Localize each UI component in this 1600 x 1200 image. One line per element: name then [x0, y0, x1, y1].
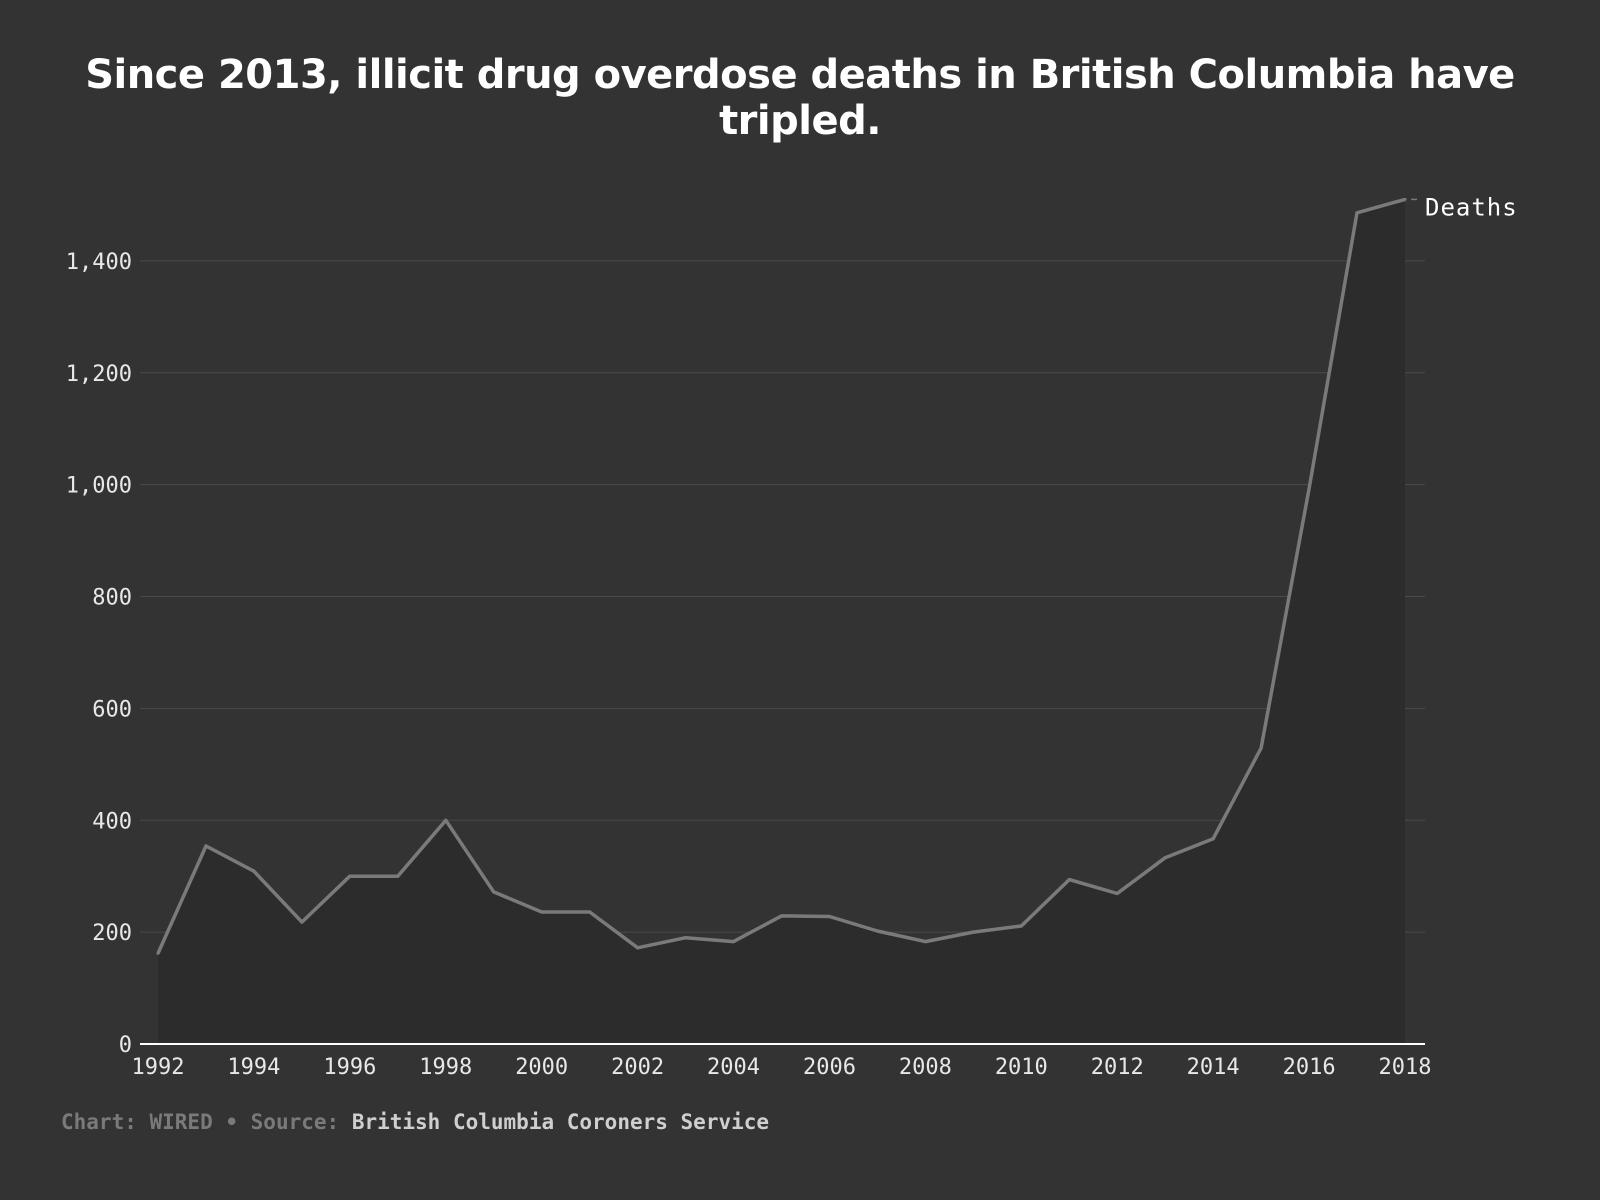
- data-point: [1067, 878, 1071, 882]
- data-point: [444, 818, 448, 822]
- y-tick-label: 400: [92, 809, 132, 834]
- footer-separator: •: [212, 1110, 251, 1134]
- y-tick-label: 1,200: [66, 362, 132, 387]
- x-tick-label: 2004: [707, 1055, 760, 1080]
- data-point: [1259, 746, 1263, 750]
- data-point: [348, 874, 352, 878]
- data-point: [732, 940, 736, 944]
- x-tick-label: 2002: [611, 1055, 664, 1080]
- data-point: [971, 930, 975, 934]
- x-tick-label: 1992: [132, 1055, 185, 1080]
- x-tick-label: 2008: [899, 1055, 952, 1080]
- area-fill: [158, 199, 1405, 1044]
- x-tick-label: 2016: [1283, 1055, 1336, 1080]
- y-tick-label: 0: [119, 1033, 132, 1058]
- data-point: [684, 936, 688, 940]
- data-point: [875, 929, 879, 933]
- data-point: [540, 910, 544, 914]
- data-point: [636, 946, 640, 950]
- series-line-group: [156, 197, 1407, 955]
- chart-credit: Chart: WIRED: [61, 1110, 213, 1134]
- series-label-deaths: Deaths: [1425, 193, 1518, 221]
- x-tick-label: 1998: [419, 1055, 472, 1080]
- source-name: British Columbia Coroners Service: [351, 1110, 770, 1134]
- x-tick-label: 1996: [323, 1055, 376, 1080]
- source-prefix: Source:: [250, 1110, 352, 1134]
- data-point: [780, 914, 783, 918]
- data-point: [1019, 924, 1023, 928]
- data-point: [588, 910, 592, 914]
- data-point: [204, 844, 208, 848]
- y-axis-ticks: 0 200 400 600 800 1,000 1,200 1,400: [66, 250, 132, 1058]
- y-tick-label: 1,400: [66, 250, 132, 275]
- y-tick-label: 200: [92, 921, 132, 946]
- x-tick-label: 2018: [1379, 1055, 1432, 1080]
- data-point: [156, 951, 160, 955]
- chart-title: Since 2013, illicit drug overdose deaths…: [85, 52, 1515, 144]
- data-point: [1355, 211, 1359, 215]
- series-labels: Deaths: [1411, 193, 1518, 221]
- x-tick-label: 2012: [1091, 1055, 1144, 1080]
- data-point: [1211, 837, 1215, 841]
- data-point: [827, 914, 831, 918]
- y-tick-label: 800: [92, 586, 132, 611]
- data-point: [1163, 856, 1167, 860]
- x-axis-ticks: 1992 1994 1996 1998 2000 2002 2004 2006 2008 2010…: [132, 1055, 1432, 1080]
- x-tick-label: 2014: [1187, 1055, 1240, 1080]
- x-tick-label: 1994: [227, 1055, 280, 1080]
- data-point: [1307, 487, 1311, 491]
- data-point: [923, 940, 927, 944]
- y-tick-label: 1,000: [66, 474, 132, 499]
- y-tick-label: 600: [92, 697, 132, 722]
- x-tick-label: 2006: [803, 1055, 856, 1080]
- x-tick-label: 2000: [515, 1055, 568, 1080]
- data-point: [300, 920, 304, 924]
- chart-footer: Chart: WIRED • Source: British Columbia …: [61, 1110, 769, 1134]
- data-point: [252, 869, 256, 873]
- data-point: [1403, 197, 1407, 201]
- x-tick-label: 2010: [995, 1055, 1048, 1080]
- data-point: [396, 874, 400, 878]
- data-point: [1115, 892, 1119, 896]
- data-point: [492, 890, 496, 894]
